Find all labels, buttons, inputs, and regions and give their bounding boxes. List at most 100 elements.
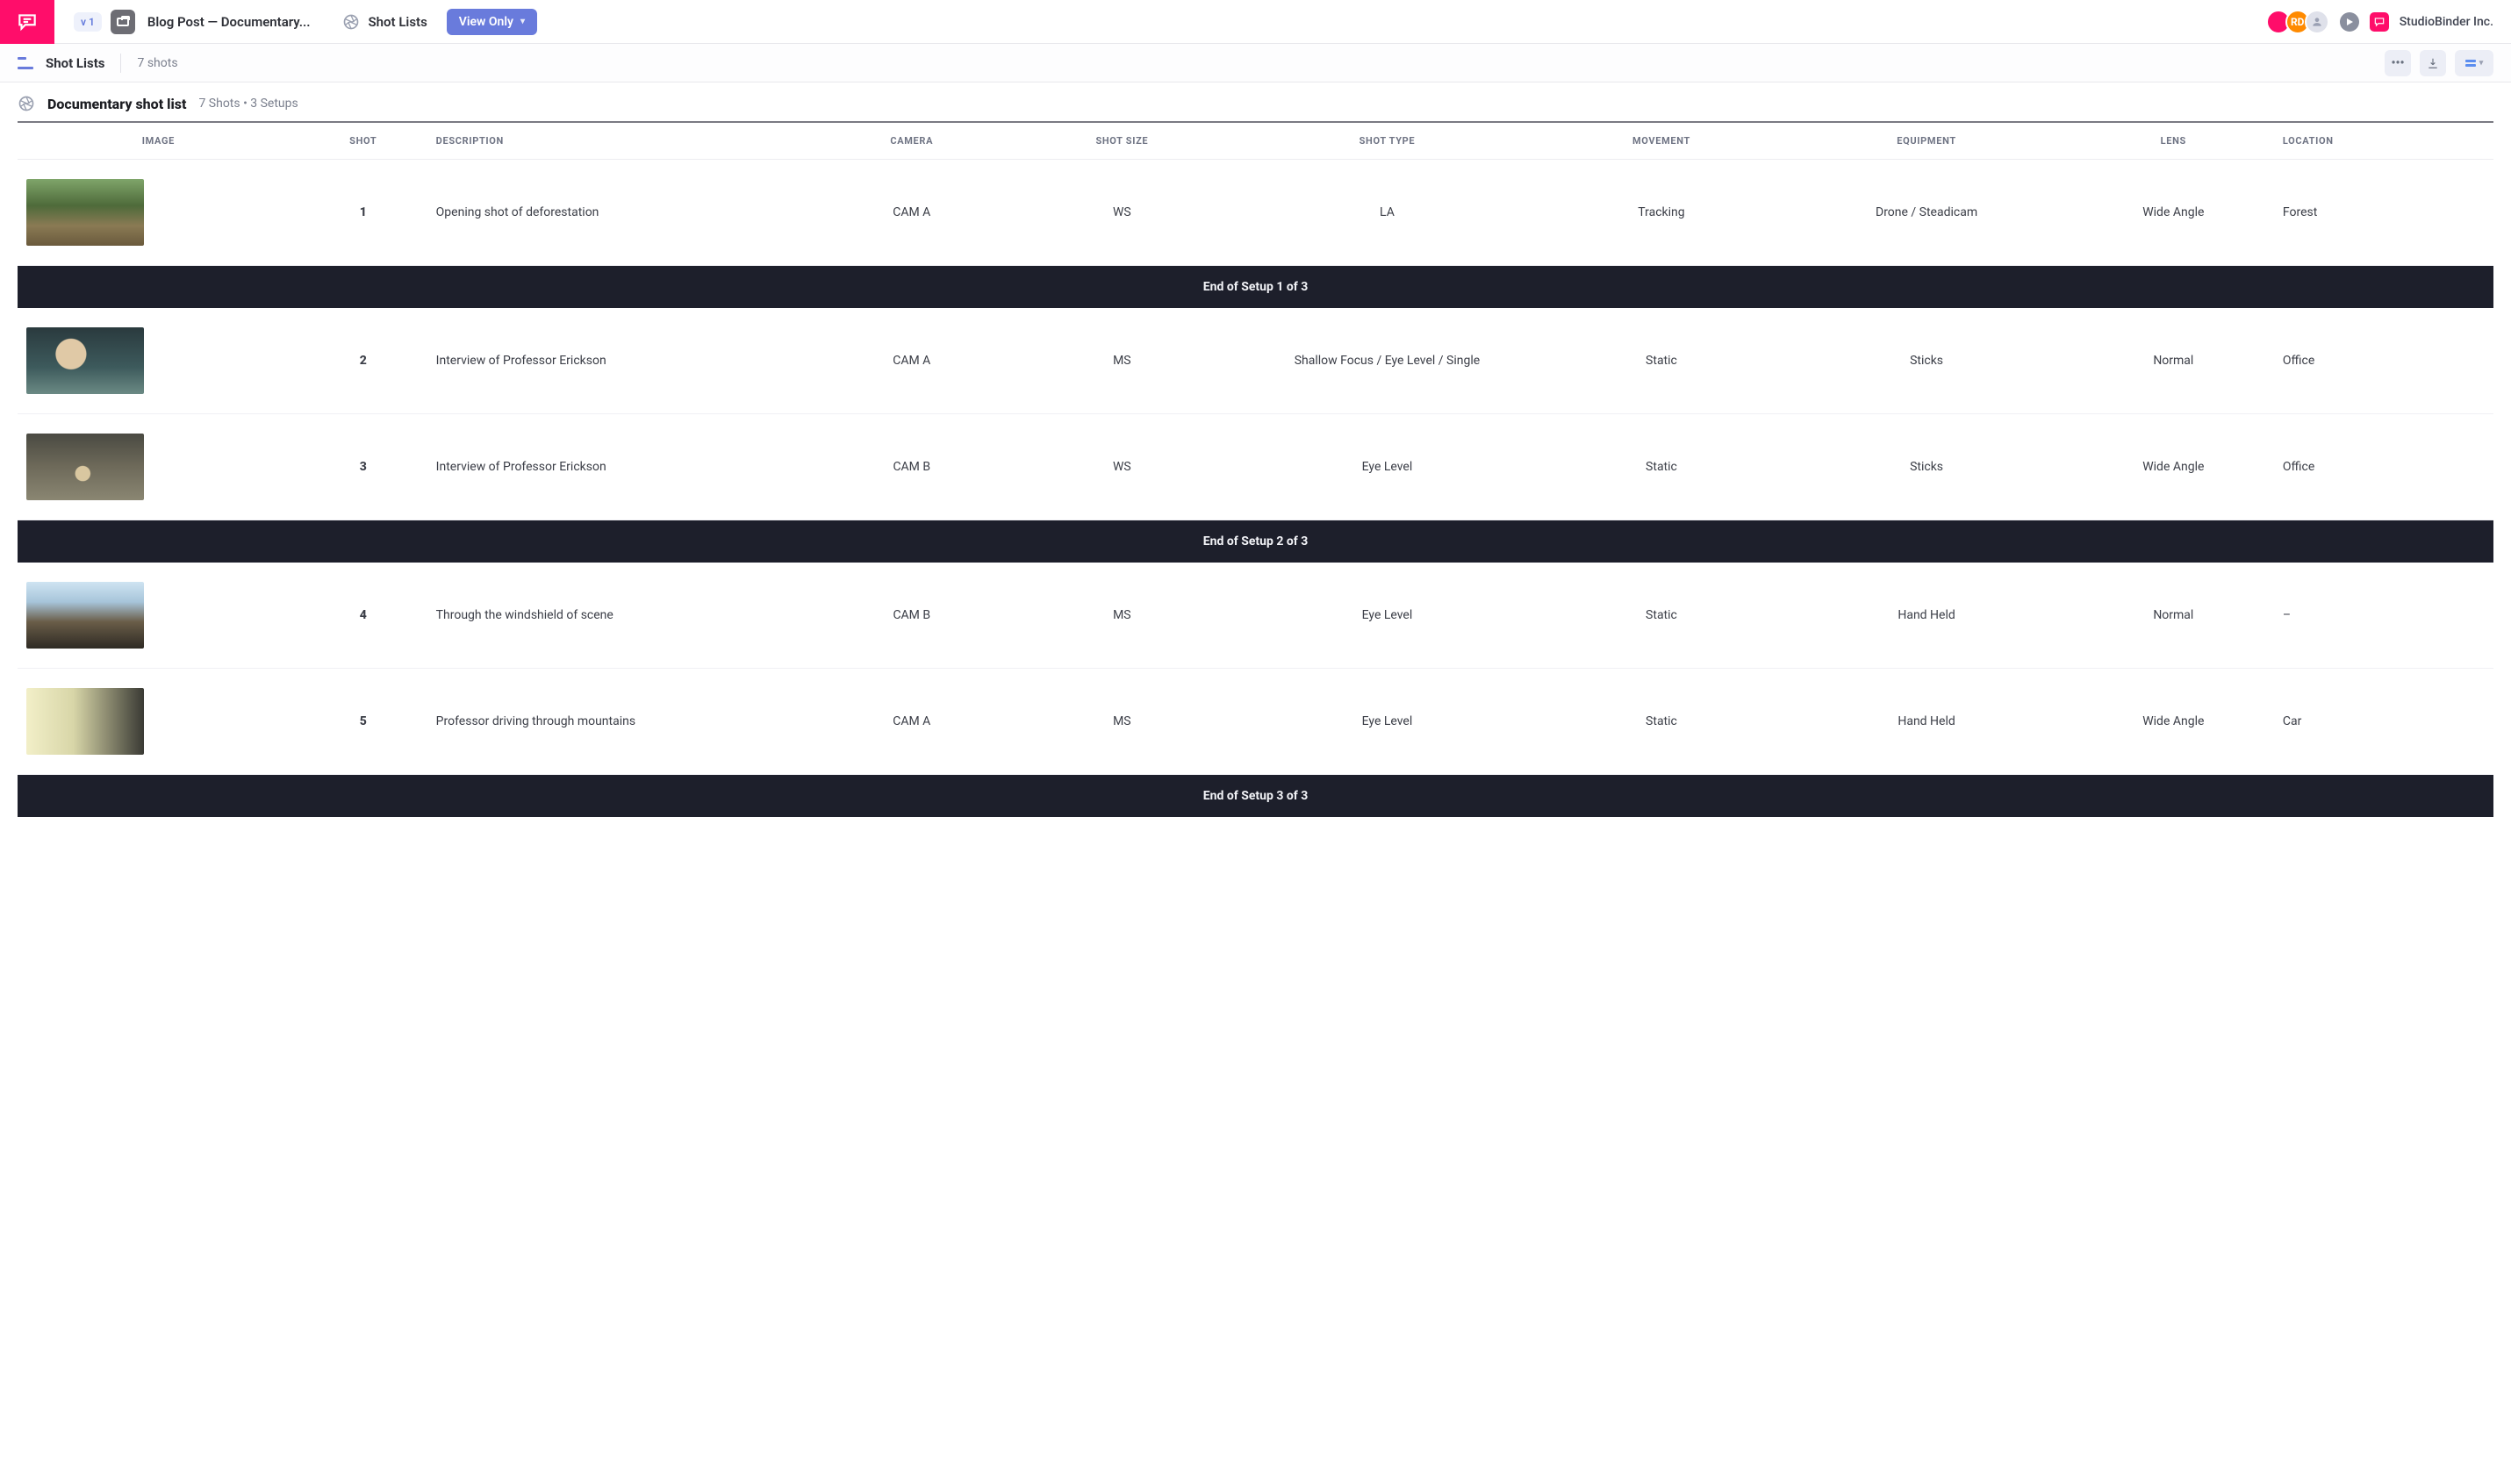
cell-description: Opening shot of deforestation xyxy=(427,160,812,266)
cell-equipment: Hand Held xyxy=(1780,669,2072,775)
cell-camera: CAM B xyxy=(811,563,1012,669)
cell-location: – xyxy=(2274,563,2493,669)
cell-location: Office xyxy=(2274,414,2493,520)
project-title[interactable]: Blog Post — Documentary... xyxy=(147,14,311,30)
cell-shot_type: Eye Level xyxy=(1231,563,1542,669)
cell-lens: Normal xyxy=(2073,563,2274,669)
shot-list-table: IMAGESHOTDESCRIPTIONCAMERASHOT SIZESHOT … xyxy=(18,121,2493,817)
cell-equipment: Hand Held xyxy=(1780,563,2072,669)
chevron-down-icon: ▾ xyxy=(2479,59,2484,68)
cell-camera: CAM A xyxy=(811,160,1012,266)
shot-thumbnail[interactable] xyxy=(26,434,144,500)
cell-camera: CAM B xyxy=(811,414,1012,520)
brand-logo[interactable] xyxy=(0,0,54,44)
sb-logo[interactable] xyxy=(2370,12,2389,32)
column-header-shot[interactable]: SHOT xyxy=(299,122,427,160)
cell-equipment: Drone / Steadicam xyxy=(1780,160,2072,266)
cell-movement: Static xyxy=(1543,414,1781,520)
rows-icon xyxy=(2465,60,2476,67)
user-icon xyxy=(2311,16,2323,28)
version-badge[interactable]: v 1 xyxy=(74,12,102,32)
cell-shot_type: Eye Level xyxy=(1231,414,1542,520)
download-icon xyxy=(2427,57,2439,69)
cell-shot_size: WS xyxy=(1012,160,1231,266)
column-header-description[interactable]: DESCRIPTION xyxy=(427,122,812,160)
setup-separator: End of Setup 1 of 3 xyxy=(18,266,2493,309)
column-header-equipment[interactable]: EQUIPMENT xyxy=(1780,122,2072,160)
column-header-shot_type[interactable]: SHOT TYPE xyxy=(1231,122,1542,160)
subbar-title: Shot Lists xyxy=(46,55,104,71)
topbar: v 1 Blog Post — Documentary... Shot List… xyxy=(0,0,2511,44)
shutter-icon xyxy=(342,13,360,31)
cell-description: Interview of Professor Erickson xyxy=(427,308,812,414)
export-button[interactable] xyxy=(2420,50,2446,76)
column-header-shot_size[interactable]: SHOT SIZE xyxy=(1012,122,1231,160)
breadcrumb[interactable]: Shot Lists xyxy=(342,13,427,31)
table-header-row: IMAGESHOTDESCRIPTIONCAMERASHOT SIZESHOT … xyxy=(18,122,2493,160)
divider xyxy=(120,54,121,73)
column-header-camera[interactable]: CAMERA xyxy=(811,122,1012,160)
avatar-stack[interactable]: RD xyxy=(2271,10,2329,34)
column-header-lens[interactable]: LENS xyxy=(2073,122,2274,160)
cell-description: Interview of Professor Erickson xyxy=(427,414,812,520)
cell-location: Office xyxy=(2274,308,2493,414)
cell-movement: Static xyxy=(1543,308,1781,414)
column-header-movement[interactable]: MOVEMENT xyxy=(1543,122,1781,160)
cell-shot_size: MS xyxy=(1012,308,1231,414)
table-row[interactable]: 4Through the windshield of sceneCAM BMSE… xyxy=(18,563,2493,669)
page-title: Documentary shot list xyxy=(47,96,186,112)
table-row[interactable]: 5Professor driving through mountainsCAM … xyxy=(18,669,2493,775)
cell-shot_size: WS xyxy=(1012,414,1231,520)
briefcase-icon[interactable] xyxy=(111,10,135,34)
more-button[interactable]: ••• xyxy=(2385,50,2411,76)
shot-thumbnail[interactable] xyxy=(26,582,144,649)
company-name[interactable]: StudioBinder Inc. xyxy=(2400,15,2493,29)
subbar-count: 7 shots xyxy=(137,56,177,70)
cell-camera: CAM A xyxy=(811,308,1012,414)
view-mode-button[interactable]: View Only ▾ xyxy=(447,9,537,35)
cell-equipment: Sticks xyxy=(1780,414,2072,520)
cell-shot: 1 xyxy=(299,160,427,266)
avatar[interactable] xyxy=(2305,10,2329,34)
cell-camera: CAM A xyxy=(811,669,1012,775)
table-row[interactable]: 3Interview of Professor EricksonCAM BWSE… xyxy=(18,414,2493,520)
column-header-location[interactable]: LOCATION xyxy=(2274,122,2493,160)
chat-mini-icon xyxy=(2373,16,2385,28)
cell-shot_type: Shallow Focus / Eye Level / Single xyxy=(1231,308,1542,414)
layout-button[interactable]: ▾ xyxy=(2455,50,2493,76)
table-row[interactable]: 2Interview of Professor EricksonCAM AMSS… xyxy=(18,308,2493,414)
cell-lens: Wide Angle xyxy=(2073,669,2274,775)
cell-shot_type: Eye Level xyxy=(1231,669,1542,775)
setup-separator: End of Setup 3 of 3 xyxy=(18,775,2493,818)
cell-movement: Static xyxy=(1543,563,1781,669)
shot-thumbnail[interactable] xyxy=(26,179,144,246)
cell-description: Through the windshield of scene xyxy=(427,563,812,669)
separator-label: End of Setup 2 of 3 xyxy=(18,520,2493,563)
cell-lens: Normal xyxy=(2073,308,2274,414)
view-mode-label: View Only xyxy=(459,15,513,29)
chat-icon xyxy=(16,11,39,33)
cell-shot: 4 xyxy=(299,563,427,669)
separator-label: End of Setup 3 of 3 xyxy=(18,775,2493,818)
setup-separator: End of Setup 2 of 3 xyxy=(18,520,2493,563)
table-row[interactable]: 1Opening shot of deforestationCAM AWSLAT… xyxy=(18,160,2493,266)
shot-thumbnail[interactable] xyxy=(26,688,144,755)
cell-lens: Wide Angle xyxy=(2073,414,2274,520)
cell-shot: 2 xyxy=(299,308,427,414)
play-button[interactable] xyxy=(2340,12,2359,32)
shutter-icon xyxy=(18,95,35,112)
shot-thumbnail[interactable] xyxy=(26,327,144,394)
cell-location: Forest xyxy=(2274,160,2493,266)
breadcrumb-label: Shot Lists xyxy=(369,14,427,30)
cell-movement: Tracking xyxy=(1543,160,1781,266)
page-meta: 7 Shots • 3 Setups xyxy=(198,97,298,111)
subbar: Shot Lists 7 shots ••• ▾ xyxy=(0,44,2511,82)
cell-shot_size: MS xyxy=(1012,669,1231,775)
cell-location: Car xyxy=(2274,669,2493,775)
cell-movement: Static xyxy=(1543,669,1781,775)
separator-label: End of Setup 1 of 3 xyxy=(18,266,2493,309)
cell-shot: 3 xyxy=(299,414,427,520)
cell-equipment: Sticks xyxy=(1780,308,2072,414)
cell-description: Professor driving through mountains xyxy=(427,669,812,775)
column-header-image[interactable]: IMAGE xyxy=(18,122,299,160)
